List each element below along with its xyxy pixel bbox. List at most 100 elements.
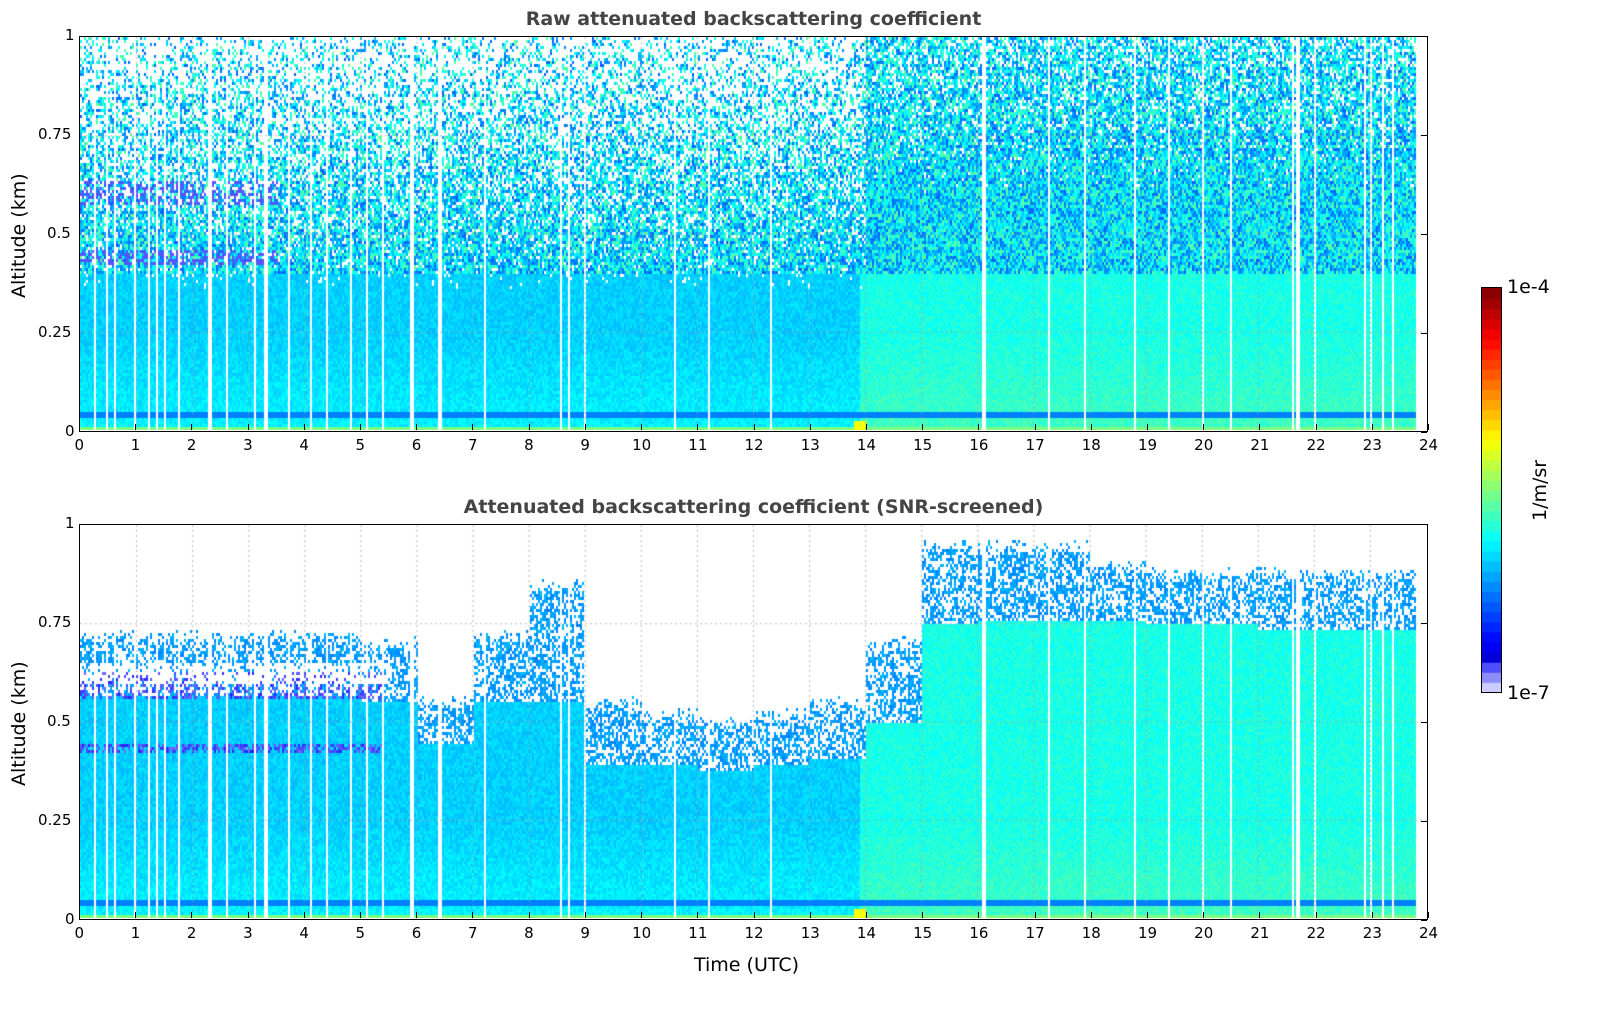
y-tick-mark <box>1421 524 1427 525</box>
x-tick-mark <box>978 424 980 430</box>
x-tick-label: 11 <box>688 436 708 454</box>
x-tick-label: 11 <box>688 924 708 942</box>
x-tick-mark <box>528 912 530 918</box>
y-tick-label: 0.75 <box>38 125 72 143</box>
colorbar-max-label: 1e-4 <box>1507 276 1550 298</box>
x-tick-label: 13 <box>800 436 820 454</box>
y-tick-mark <box>1421 135 1427 136</box>
x-tick-mark <box>247 424 249 430</box>
x-tick-label: 10 <box>632 436 652 454</box>
x-tick-label: 0 <box>74 436 85 454</box>
x-tick-label: 21 <box>1250 436 1270 454</box>
x-tick-mark <box>865 424 867 430</box>
colorbar-unit-label: 1/m/sr <box>1529 459 1551 521</box>
x-tick-label: 2 <box>186 924 197 942</box>
x-tick-mark <box>1146 424 1148 430</box>
raw-backscatter-heatmap <box>79 36 1428 432</box>
y-tick-label: 0 <box>65 422 75 440</box>
x-tick-label: 14 <box>856 924 876 942</box>
x-tick-label: 5 <box>355 924 366 942</box>
x-tick-mark <box>753 424 755 430</box>
y-tick-label: 0.25 <box>38 811 72 829</box>
x-tick-mark <box>135 912 137 918</box>
colorbar <box>1481 287 1502 693</box>
x-tick-mark <box>135 424 137 430</box>
y-tick-mark <box>1421 333 1427 334</box>
x-tick-mark <box>978 912 980 918</box>
x-tick-label: 3 <box>243 436 253 454</box>
y-tick-label: 0.5 <box>47 224 71 242</box>
x-tick-mark <box>360 424 362 430</box>
y-tick-mark <box>1421 432 1427 433</box>
y-tick-label: 0.75 <box>38 613 72 631</box>
x-tick-label: 22 <box>1306 924 1326 942</box>
x-tick-mark <box>1371 912 1373 918</box>
x-tick-mark <box>809 424 811 430</box>
x-tick-mark <box>922 912 924 918</box>
x-tick-label: 17 <box>1025 924 1045 942</box>
x-tick-label: 19 <box>1137 436 1158 454</box>
y-tick-label: 1 <box>65 26 75 44</box>
bottom-y-axis-label: Altitude (km) <box>8 661 30 786</box>
x-tick-mark <box>247 912 249 918</box>
x-tick-label: 18 <box>1081 436 1101 454</box>
x-tick-mark <box>641 912 643 918</box>
x-tick-label: 1 <box>130 924 141 942</box>
x-tick-label: 5 <box>355 436 366 454</box>
screened-backscatter-heatmap <box>79 524 1428 920</box>
x-tick-mark <box>472 424 474 430</box>
y-tick-label: 0.25 <box>38 323 72 341</box>
y-tick-mark <box>1421 36 1427 37</box>
x-tick-mark <box>1090 424 1092 430</box>
x-tick-mark <box>191 912 193 918</box>
x-tick-label: 21 <box>1250 924 1270 942</box>
top-chart-title: Raw attenuated backscattering coefficien… <box>525 8 982 30</box>
x-tick-mark <box>1315 912 1317 918</box>
x-tick-mark <box>697 912 699 918</box>
x-tick-mark <box>753 912 755 918</box>
x-tick-mark <box>584 912 586 918</box>
x-tick-label: 9 <box>580 924 590 942</box>
x-tick-label: 9 <box>580 436 590 454</box>
y-tick-mark <box>1421 234 1427 235</box>
raw-heatmap-cells <box>80 37 1426 430</box>
x-tick-label: 17 <box>1025 436 1045 454</box>
x-tick-label: 14 <box>856 436 876 454</box>
x-tick-label: 0 <box>74 924 85 942</box>
x-tick-label: 24 <box>1419 924 1439 942</box>
y-tick-label: 1 <box>65 514 75 532</box>
x-tick-label: 15 <box>913 436 933 454</box>
x-tick-label: 7 <box>467 436 478 454</box>
x-tick-label: 6 <box>411 924 422 942</box>
x-tick-label: 16 <box>969 436 989 454</box>
x-tick-mark <box>922 424 924 430</box>
x-tick-label: 8 <box>524 924 534 942</box>
x-tick-mark <box>1259 424 1261 430</box>
x-tick-mark <box>1371 424 1373 430</box>
x-tick-mark <box>809 912 811 918</box>
x-tick-label: 23 <box>1362 924 1382 942</box>
x-tick-mark <box>584 424 586 430</box>
x-tick-mark <box>416 424 418 430</box>
x-tick-label: 3 <box>243 924 253 942</box>
x-tick-label: 18 <box>1081 924 1101 942</box>
x-tick-mark <box>191 424 193 430</box>
y-tick-mark <box>1421 722 1427 723</box>
x-tick-mark <box>1315 424 1317 430</box>
x-tick-mark <box>79 912 80 918</box>
x-tick-label: 13 <box>800 924 820 942</box>
x-tick-mark <box>1259 912 1261 918</box>
x-tick-label: 15 <box>913 924 933 942</box>
x-tick-mark <box>697 424 699 430</box>
x-tick-mark <box>303 424 305 430</box>
top-y-axis-label: Altitude (km) <box>8 173 30 298</box>
x-tick-label: 20 <box>1194 924 1214 942</box>
x-tick-mark <box>641 424 643 430</box>
colorbar-min-label: 1e-7 <box>1507 682 1550 704</box>
x-tick-label: 8 <box>524 436 534 454</box>
x-tick-mark <box>1090 912 1092 918</box>
x-tick-label: 1 <box>130 436 141 454</box>
x-tick-mark <box>1034 912 1036 918</box>
x-tick-mark <box>528 424 530 430</box>
x-tick-label: 19 <box>1137 924 1158 942</box>
